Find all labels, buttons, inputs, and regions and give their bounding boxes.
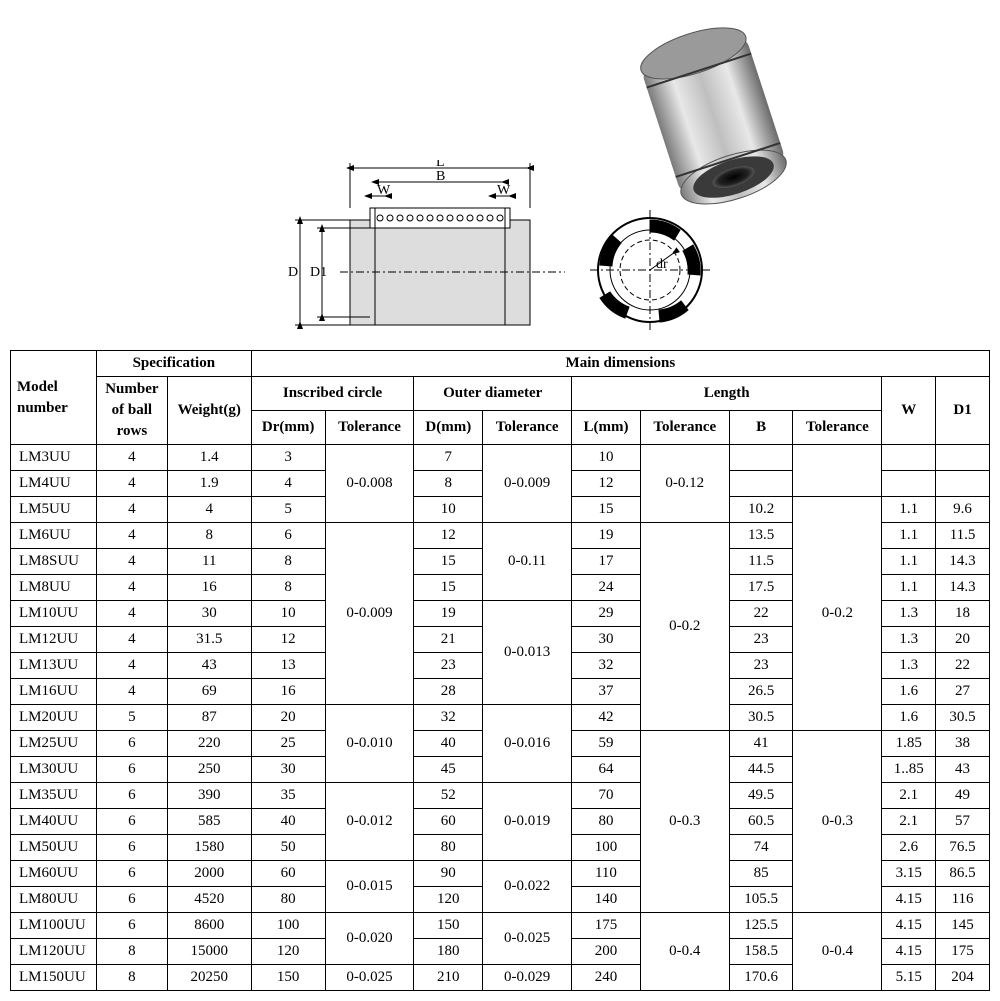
top-illustration-area: L B W W D D1 dr [10, 10, 990, 350]
th-outer: Outer diameter [414, 377, 572, 411]
technical-diagram: L B W W D D1 dr [270, 160, 750, 350]
th-model: Model number [11, 351, 97, 445]
th-main: Main dimensions [251, 351, 989, 377]
th-d: D(mm) [414, 411, 483, 445]
th-dr: Dr(mm) [251, 411, 325, 445]
th-b-tol: Tolerance [793, 411, 882, 445]
svg-text:D: D [288, 265, 298, 280]
spec-table: Model number Specification Main dimensio… [10, 350, 990, 991]
svg-text:W: W [377, 183, 391, 198]
svg-text:B: B [436, 169, 445, 184]
th-spec: Specification [96, 351, 251, 377]
th-dr-tol: Tolerance [325, 411, 414, 445]
svg-text:W: W [497, 183, 511, 198]
th-length: Length [572, 377, 882, 411]
th-l: L(mm) [572, 411, 641, 445]
th-d-tol: Tolerance [483, 411, 572, 445]
th-b: B [729, 411, 793, 445]
th-w: W [882, 377, 936, 445]
svg-text:D1: D1 [310, 265, 327, 280]
th-l-tol: Tolerance [640, 411, 729, 445]
th-inscribed: Inscribed circle [251, 377, 414, 411]
table-row: LM3UU41.4 3 0-0.008 7 0-0.009 10 0-0.12 [11, 445, 990, 471]
th-weight: Weight(g) [167, 377, 251, 445]
table-row: LM100UU68600 100 0-0.020 150 0-0.025 175… [11, 913, 990, 939]
svg-text:dr: dr [656, 257, 668, 272]
th-d1: D1 [936, 377, 990, 445]
th-rows: Number of ball rows [96, 377, 167, 445]
table-body: LM3UU41.4 3 0-0.008 7 0-0.009 10 0-0.12 … [11, 445, 990, 991]
